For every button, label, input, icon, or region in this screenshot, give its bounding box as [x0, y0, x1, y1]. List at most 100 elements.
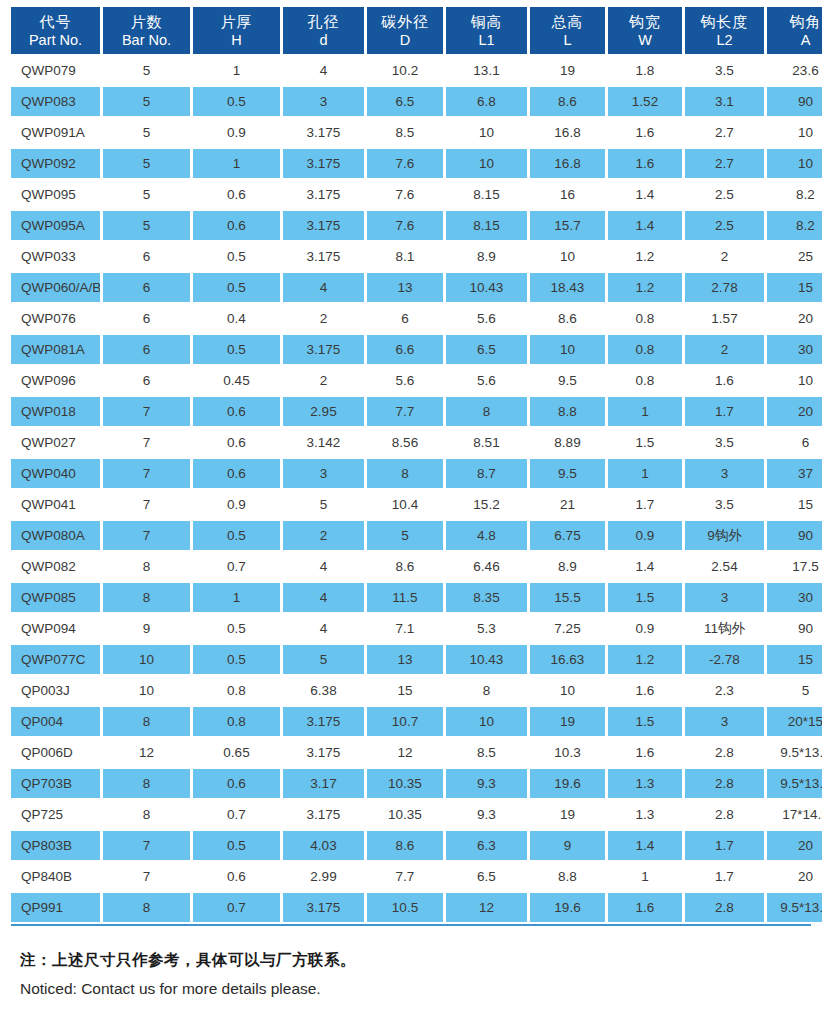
table-row: QWP080A70.5254.86.750.99钩外90 — [11, 521, 822, 550]
value-cell: 1.5 — [608, 583, 682, 612]
value-cell: 1.4 — [608, 211, 682, 240]
value-cell: 18.43 — [530, 273, 605, 302]
value-cell: 6 — [103, 273, 190, 302]
header-row: 代号Part No.片数Bar No.片厚H孔径d碳外径D铜高L1总高L钩宽W钩… — [11, 7, 822, 54]
value-cell: 1.6 — [608, 676, 682, 705]
value-cell: 2.8 — [685, 893, 764, 922]
table-row: QP840B70.62.997.76.58.811.720 — [11, 862, 822, 891]
value-cell: 8 — [103, 707, 190, 736]
value-cell: 8.7 — [446, 459, 527, 488]
value-cell: 5 — [103, 211, 190, 240]
table-row: QWP03360.53.1758.18.9101.2225 — [11, 242, 822, 271]
part-no-cell: QP703B — [11, 769, 100, 798]
value-cell: 2.5 — [685, 180, 764, 209]
value-cell: 10.7 — [367, 707, 443, 736]
value-cell: 0.6 — [193, 459, 280, 488]
column-header: 片数Bar No. — [103, 7, 190, 54]
value-cell: 2.5 — [685, 211, 764, 240]
value-cell: 0.8 — [608, 366, 682, 395]
value-cell: 2 — [283, 521, 364, 550]
value-cell: 0.7 — [193, 893, 280, 922]
value-cell: 5 — [367, 521, 443, 550]
value-cell: 21 — [530, 490, 605, 519]
value-cell: 0.65 — [193, 738, 280, 767]
table-row: QWP09490.547.15.37.250.911钩外90 — [11, 614, 822, 643]
value-cell: 2.8 — [685, 769, 764, 798]
value-cell: 1.7 — [608, 490, 682, 519]
part-no-cell: QWP040 — [11, 459, 100, 488]
value-cell: 1.7 — [685, 397, 764, 426]
value-cell: 8.56 — [367, 428, 443, 457]
value-cell: 9.5 — [530, 459, 605, 488]
value-cell: 4 — [283, 56, 364, 85]
value-cell: 19.6 — [530, 893, 605, 922]
value-cell: 5 — [103, 118, 190, 147]
value-cell: 10 — [103, 676, 190, 705]
value-cell: 11.5 — [367, 583, 443, 612]
part-no-cell: QWP033 — [11, 242, 100, 271]
table-row: QWP07660.4265.68.60.81.5720 — [11, 304, 822, 333]
value-cell: 1.3 — [608, 769, 682, 798]
value-cell: 15 — [767, 273, 822, 302]
value-cell: 0.5 — [193, 614, 280, 643]
value-cell: 8.6 — [367, 831, 443, 860]
value-cell: 15 — [767, 645, 822, 674]
value-cell: 8.6 — [367, 552, 443, 581]
value-cell: 5 — [103, 87, 190, 116]
value-cell: 3.5 — [685, 428, 764, 457]
value-cell: 2 — [685, 335, 764, 364]
value-cell: 1 — [193, 56, 280, 85]
value-cell: 4 — [283, 614, 364, 643]
value-cell: 2.7 — [685, 149, 764, 178]
value-cell: 6 — [367, 304, 443, 333]
value-cell: 7 — [103, 521, 190, 550]
value-cell: 0.6 — [193, 397, 280, 426]
value-cell: 2.7 — [685, 118, 764, 147]
value-cell: 2.95 — [283, 397, 364, 426]
value-cell: 1.5 — [608, 428, 682, 457]
value-cell: 15.5 — [530, 583, 605, 612]
value-cell: 6 — [767, 428, 822, 457]
value-cell: 9.5*13.7 — [767, 893, 822, 922]
value-cell: 0.5 — [193, 831, 280, 860]
value-cell: 8.35 — [446, 583, 527, 612]
value-cell: 10 — [767, 149, 822, 178]
value-cell: 1.6 — [685, 366, 764, 395]
value-cell: 19 — [530, 800, 605, 829]
value-cell: 10 — [446, 707, 527, 736]
value-cell: 0.5 — [193, 242, 280, 271]
value-cell: 0.8 — [608, 335, 682, 364]
value-cell: 7 — [103, 397, 190, 426]
table-body: QWP07951410.213.1191.83.523.6QWP08350.53… — [11, 56, 822, 922]
part-no-cell: QWP018 — [11, 397, 100, 426]
column-header: 钩长度L2 — [685, 7, 764, 54]
value-cell: 8.2 — [767, 180, 822, 209]
part-no-cell: QWP081A — [11, 335, 100, 364]
value-cell: 4 — [283, 552, 364, 581]
value-cell: 9.5*13.5 — [767, 769, 822, 798]
value-cell: 0.6 — [193, 769, 280, 798]
part-no-cell: QWP096 — [11, 366, 100, 395]
value-cell: 13 — [367, 645, 443, 674]
value-cell: 10.5 — [367, 893, 443, 922]
value-cell: 0.6 — [193, 211, 280, 240]
value-cell: 7 — [103, 831, 190, 860]
value-cell: 10 — [103, 645, 190, 674]
value-cell: 0.5 — [193, 645, 280, 674]
value-cell: 8 — [103, 552, 190, 581]
part-no-cell: QWP082 — [11, 552, 100, 581]
value-cell: 7.6 — [367, 211, 443, 240]
value-cell: 1 — [608, 862, 682, 891]
part-no-cell: QWP085 — [11, 583, 100, 612]
part-no-cell: QP006D — [11, 738, 100, 767]
value-cell: 6.5 — [367, 87, 443, 116]
value-cell: 0.5 — [193, 87, 280, 116]
table-header: 代号Part No.片数Bar No.片厚H孔径d碳外径D铜高L1总高L钩宽W钩… — [11, 7, 822, 54]
table-row: QWP091A50.93.1758.51016.81.62.710 — [11, 118, 822, 147]
value-cell: 10 — [446, 149, 527, 178]
value-cell: 5 — [103, 56, 190, 85]
table-row: QWP02770.63.1428.568.518.891.53.56 — [11, 428, 822, 457]
value-cell: 0.8 — [193, 707, 280, 736]
value-cell: 20 — [767, 862, 822, 891]
value-cell: 1.7 — [685, 831, 764, 860]
